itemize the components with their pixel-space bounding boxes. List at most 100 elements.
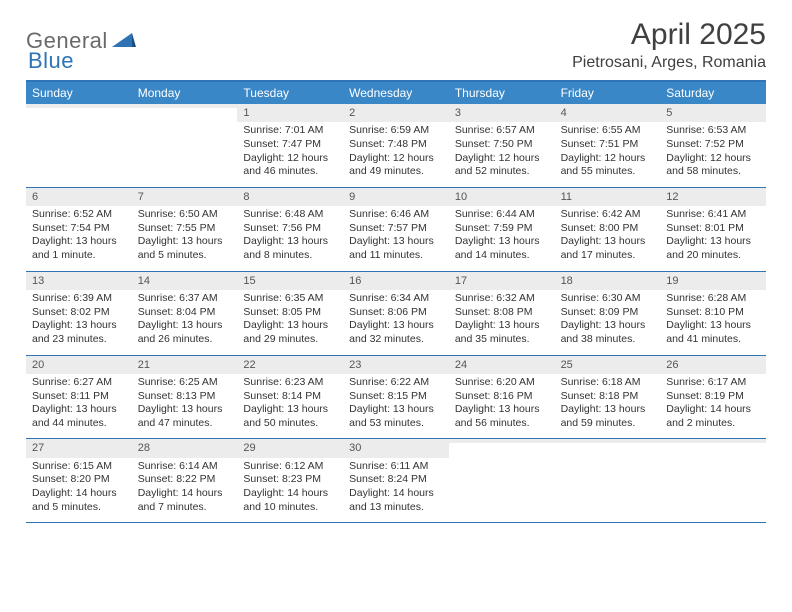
cell-line: Sunrise: 6:34 AM (349, 292, 443, 306)
cell-line: Sunrise: 6:15 AM (32, 460, 126, 474)
cell-line: and 55 minutes. (561, 165, 655, 179)
cell-line: Sunrise: 6:50 AM (138, 208, 232, 222)
calendar-cell: 16Sunrise: 6:34 AMSunset: 8:06 PMDayligh… (343, 272, 449, 355)
cell-line: Sunset: 7:52 PM (666, 138, 760, 152)
cell-line: Daylight: 13 hours (138, 235, 232, 249)
cell-line: and 26 minutes. (138, 333, 232, 347)
calendar-body: 1Sunrise: 7:01 AMSunset: 7:47 PMDaylight… (26, 104, 766, 523)
cell-line: Sunset: 8:22 PM (138, 473, 232, 487)
cell-body: Sunrise: 6:14 AMSunset: 8:22 PMDaylight:… (132, 458, 238, 523)
calendar-cell: 28Sunrise: 6:14 AMSunset: 8:22 PMDayligh… (132, 439, 238, 522)
cell-line: Daylight: 14 hours (666, 403, 760, 417)
cell-line: and 38 minutes. (561, 333, 655, 347)
cell-body (660, 443, 766, 505)
day-number: 2 (343, 104, 449, 122)
header: General April 2025 Pietrosani, Arges, Ro… (26, 18, 766, 72)
title-block: April 2025 Pietrosani, Arges, Romania (572, 18, 766, 72)
cell-body: Sunrise: 6:59 AMSunset: 7:48 PMDaylight:… (343, 122, 449, 187)
calendar-cell: 18Sunrise: 6:30 AMSunset: 8:09 PMDayligh… (555, 272, 661, 355)
day-number: 30 (343, 439, 449, 457)
weekday-wed: Wednesday (343, 82, 449, 104)
calendar-cell: 2Sunrise: 6:59 AMSunset: 7:48 PMDaylight… (343, 104, 449, 187)
cell-line: Daylight: 14 hours (349, 487, 443, 501)
day-number: 11 (555, 188, 661, 206)
day-number: 19 (660, 272, 766, 290)
day-number: 1 (237, 104, 343, 122)
calendar-cell: 14Sunrise: 6:37 AMSunset: 8:04 PMDayligh… (132, 272, 238, 355)
cell-line: Sunset: 8:02 PM (32, 306, 126, 320)
cell-line: Daylight: 14 hours (32, 487, 126, 501)
calendar-cell: 27Sunrise: 6:15 AMSunset: 8:20 PMDayligh… (26, 439, 132, 522)
cell-line: Sunrise: 6:39 AM (32, 292, 126, 306)
calendar-cell (132, 104, 238, 187)
cell-line: Daylight: 12 hours (243, 152, 337, 166)
cell-line: and 35 minutes. (455, 333, 549, 347)
cell-line: and 8 minutes. (243, 249, 337, 263)
cell-body: Sunrise: 6:55 AMSunset: 7:51 PMDaylight:… (555, 122, 661, 187)
day-number: 10 (449, 188, 555, 206)
cell-line: Sunrise: 6:14 AM (138, 460, 232, 474)
cell-line: Sunrise: 6:59 AM (349, 124, 443, 138)
cell-body (555, 443, 661, 505)
day-number: 20 (26, 356, 132, 374)
cell-body: Sunrise: 7:01 AMSunset: 7:47 PMDaylight:… (237, 122, 343, 187)
cell-line: and 20 minutes. (666, 249, 760, 263)
cell-line: and 7 minutes. (138, 501, 232, 515)
calendar-cell: 6Sunrise: 6:52 AMSunset: 7:54 PMDaylight… (26, 188, 132, 271)
cell-line: Sunset: 8:09 PM (561, 306, 655, 320)
cell-line: Daylight: 12 hours (349, 152, 443, 166)
day-number: 15 (237, 272, 343, 290)
cell-body: Sunrise: 6:15 AMSunset: 8:20 PMDaylight:… (26, 458, 132, 523)
cell-line: Sunset: 8:13 PM (138, 390, 232, 404)
day-number: 27 (26, 439, 132, 457)
cell-body: Sunrise: 6:39 AMSunset: 8:02 PMDaylight:… (26, 290, 132, 355)
cell-line: Sunset: 8:00 PM (561, 222, 655, 236)
weekday-mon: Monday (132, 82, 238, 104)
calendar-cell: 11Sunrise: 6:42 AMSunset: 8:00 PMDayligh… (555, 188, 661, 271)
day-number: 9 (343, 188, 449, 206)
cell-line: Sunrise: 6:18 AM (561, 376, 655, 390)
cell-line: Daylight: 14 hours (243, 487, 337, 501)
weekday-sun: Sunday (26, 82, 132, 104)
cell-line: Sunrise: 6:12 AM (243, 460, 337, 474)
cell-body: Sunrise: 6:25 AMSunset: 8:13 PMDaylight:… (132, 374, 238, 439)
cell-body: Sunrise: 6:46 AMSunset: 7:57 PMDaylight:… (343, 206, 449, 271)
calendar-cell: 4Sunrise: 6:55 AMSunset: 7:51 PMDaylight… (555, 104, 661, 187)
cell-line: and 44 minutes. (32, 417, 126, 431)
cell-line: Sunrise: 6:41 AM (666, 208, 760, 222)
calendar-cell: 23Sunrise: 6:22 AMSunset: 8:15 PMDayligh… (343, 356, 449, 439)
cell-line: and 17 minutes. (561, 249, 655, 263)
cell-line: Sunset: 8:24 PM (349, 473, 443, 487)
cell-line: Sunrise: 6:11 AM (349, 460, 443, 474)
calendar-cell: 24Sunrise: 6:20 AMSunset: 8:16 PMDayligh… (449, 356, 555, 439)
calendar-cell: 5Sunrise: 6:53 AMSunset: 7:52 PMDaylight… (660, 104, 766, 187)
day-number: 21 (132, 356, 238, 374)
cell-line: Sunset: 8:11 PM (32, 390, 126, 404)
cell-line: Sunset: 8:04 PM (138, 306, 232, 320)
cell-line: Sunset: 7:59 PM (455, 222, 549, 236)
cell-line: Sunset: 8:08 PM (455, 306, 549, 320)
calendar-cell: 1Sunrise: 7:01 AMSunset: 7:47 PMDaylight… (237, 104, 343, 187)
cell-line: Daylight: 12 hours (561, 152, 655, 166)
cell-line: Sunset: 7:57 PM (349, 222, 443, 236)
cell-body: Sunrise: 6:30 AMSunset: 8:09 PMDaylight:… (555, 290, 661, 355)
cell-line: Sunrise: 6:55 AM (561, 124, 655, 138)
cell-line: Sunset: 8:19 PM (666, 390, 760, 404)
cell-body: Sunrise: 6:17 AMSunset: 8:19 PMDaylight:… (660, 374, 766, 439)
cell-line: Daylight: 13 hours (561, 403, 655, 417)
cell-line: Daylight: 12 hours (666, 152, 760, 166)
weekday-sat: Saturday (660, 82, 766, 104)
cell-line: and 41 minutes. (666, 333, 760, 347)
cell-line: Sunrise: 6:52 AM (32, 208, 126, 222)
cell-line: Daylight: 13 hours (349, 235, 443, 249)
cell-line: and 5 minutes. (32, 501, 126, 515)
logo-subtext: Blue (28, 48, 74, 74)
cell-line: and 14 minutes. (455, 249, 549, 263)
cell-line: and 29 minutes. (243, 333, 337, 347)
cell-line: Sunrise: 6:23 AM (243, 376, 337, 390)
weekday-header: Sunday Monday Tuesday Wednesday Thursday… (26, 82, 766, 104)
cell-line: and 59 minutes. (561, 417, 655, 431)
calendar-week: 13Sunrise: 6:39 AMSunset: 8:02 PMDayligh… (26, 272, 766, 356)
day-number: 29 (237, 439, 343, 457)
cell-line: Sunrise: 6:32 AM (455, 292, 549, 306)
